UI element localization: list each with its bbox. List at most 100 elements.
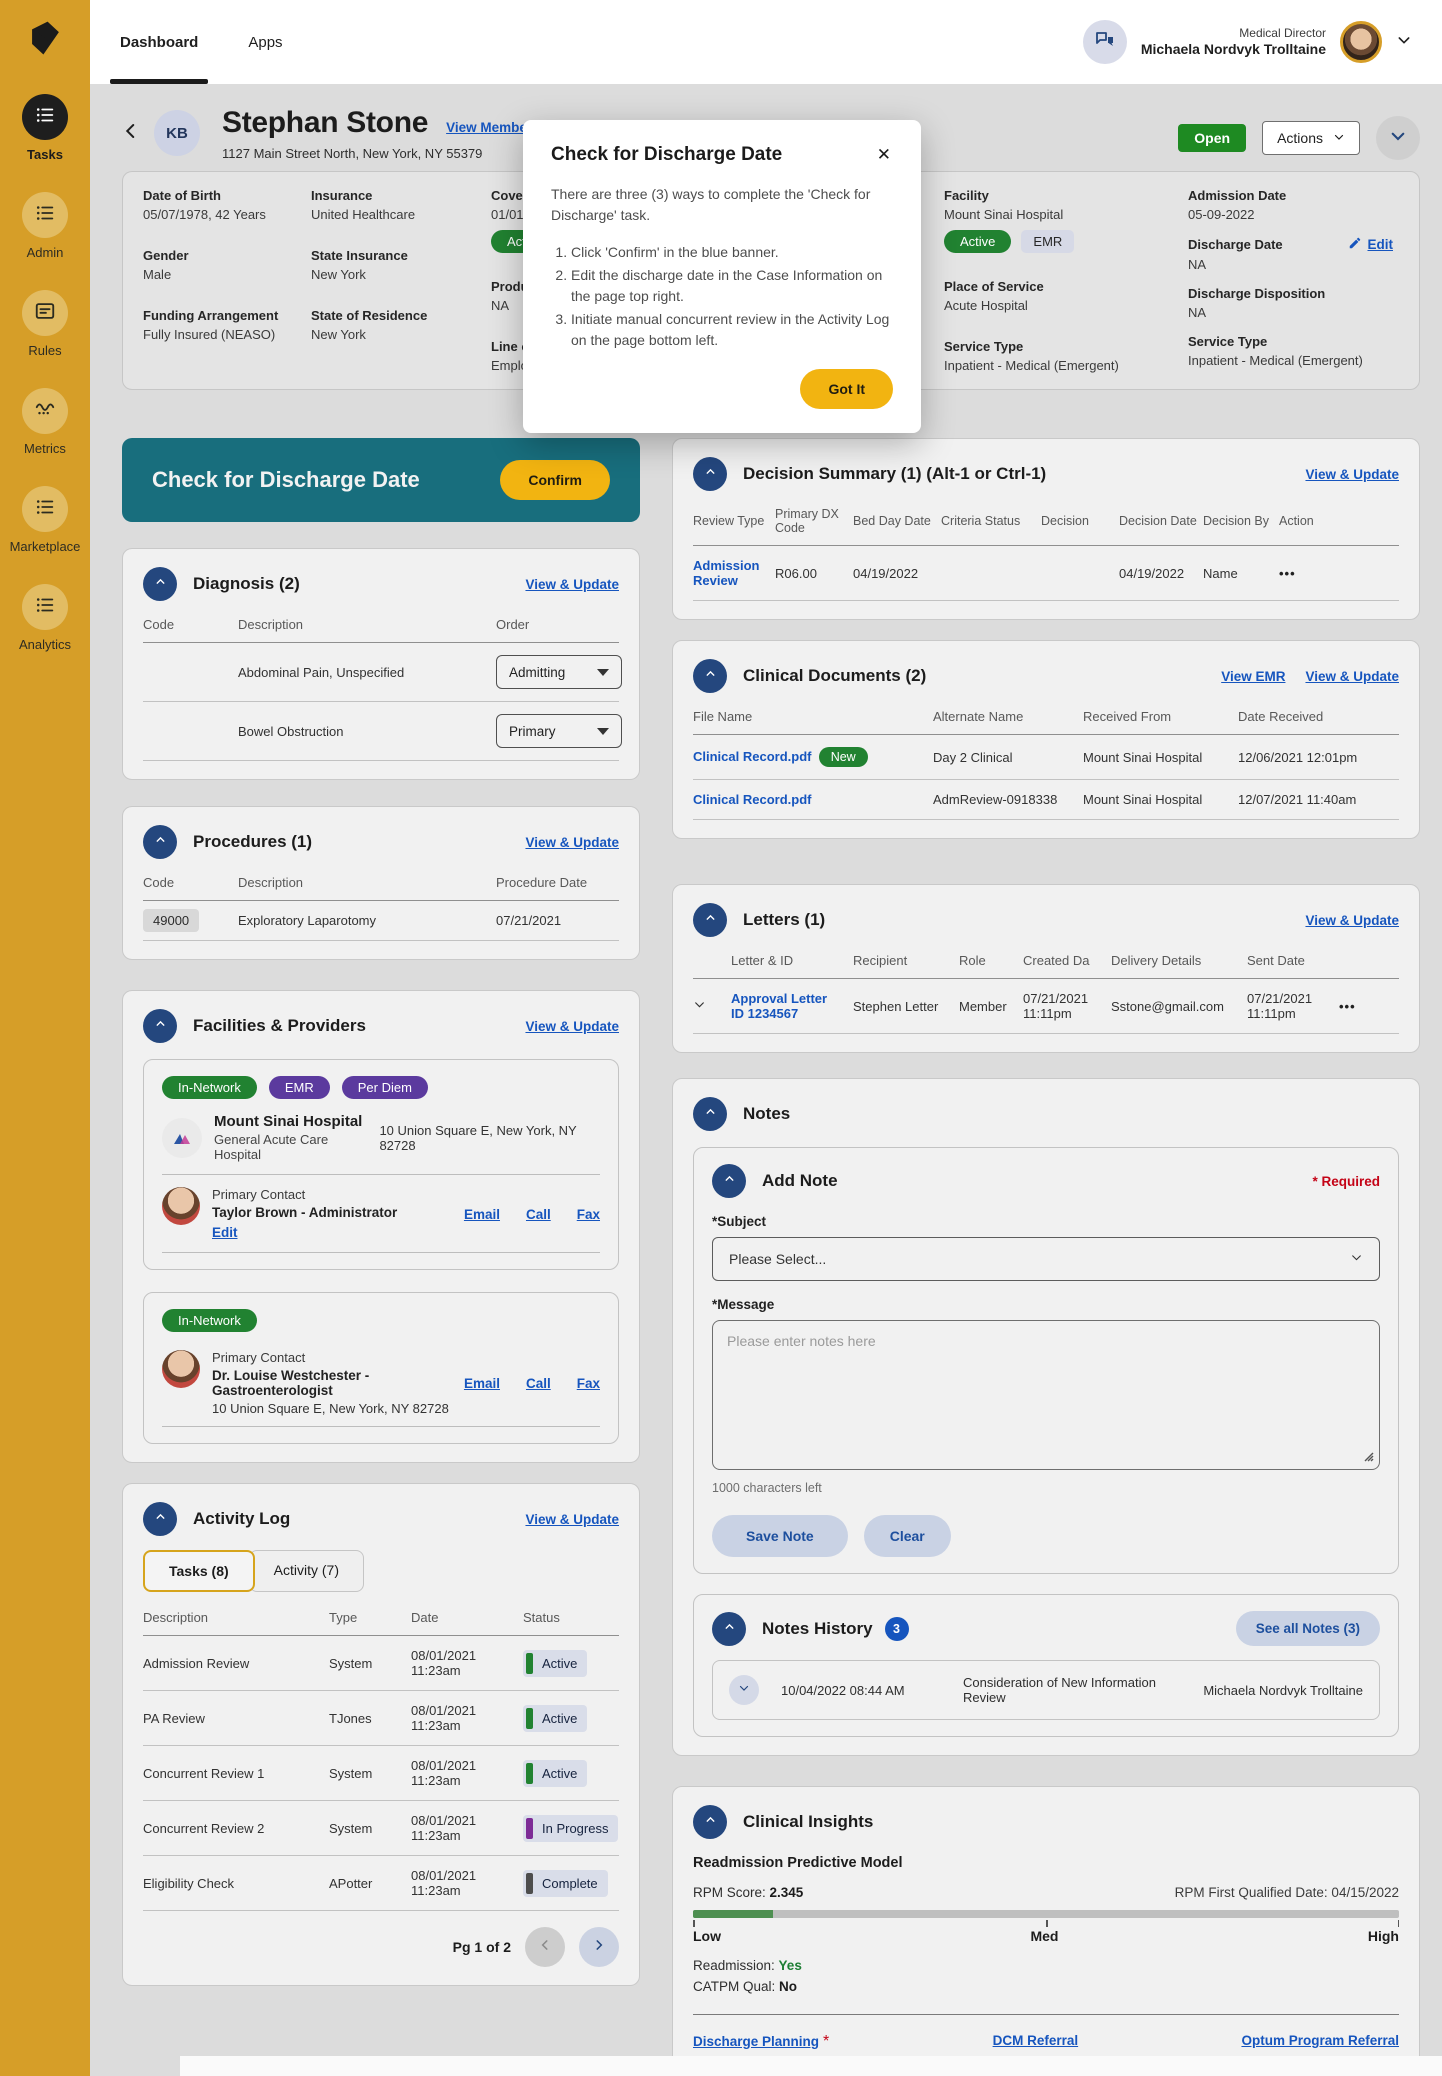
sidebar: Tasks Admin Rules Metrics Marketplace An…: [0, 0, 90, 2076]
clinical-documents-card: Clinical Documents (2) View EMR View & U…: [672, 640, 1420, 839]
subject-select[interactable]: Please Select...: [712, 1237, 1380, 1281]
table-row: PA Review TJones 08/01/2021 11:23am Activ…: [143, 1691, 619, 1746]
fax-link[interactable]: Fax: [576, 1207, 600, 1222]
document-file-link[interactable]: Clinical Record.pdf: [693, 749, 812, 764]
activity-view-update-link[interactable]: View & Update: [525, 1511, 619, 1527]
sidebar-item-rules[interactable]: Rules: [22, 290, 68, 358]
collapse-notes-history-button[interactable]: [712, 1611, 746, 1646]
table-row: 49000 Exploratory Laparotomy 07/21/2021: [143, 901, 619, 941]
collapse-insights-button[interactable]: [693, 1805, 727, 1839]
collapse-letters-button[interactable]: [693, 903, 727, 937]
sidebar-item-metrics[interactable]: Metrics: [22, 388, 68, 456]
table-row: Eligibility Check APotter 08/01/2021 11:2…: [143, 1856, 619, 1911]
row-actions-button[interactable]: •••: [1339, 998, 1356, 1014]
chevron-left-icon: [538, 1938, 552, 1957]
rules-card-icon: [34, 300, 56, 327]
chevron-up-icon: [723, 1172, 736, 1190]
facilities-view-update-link[interactable]: View & Update: [525, 1018, 619, 1034]
collapse-facilities-button[interactable]: [143, 1009, 177, 1043]
rpm-scale-labels: Low Med High: [693, 1928, 1399, 1944]
expand-note-button[interactable]: [729, 1675, 759, 1705]
user-role: Medical Director: [1239, 25, 1326, 40]
document-file-link[interactable]: Clinical Record.pdf: [693, 792, 812, 807]
collapse-activity-button[interactable]: [143, 1502, 177, 1536]
confirm-button[interactable]: Confirm: [500, 460, 610, 500]
diagnosis-order-select[interactable]: Admitting: [496, 655, 622, 689]
user-avatar[interactable]: [1340, 21, 1382, 63]
call-link[interactable]: Call: [525, 1375, 551, 1391]
tab-activity[interactable]: Activity (7): [248, 1550, 365, 1592]
chevron-down-icon: [738, 1681, 750, 1699]
email-link[interactable]: Email: [463, 1207, 500, 1222]
character-counter: 1000 characters left: [712, 1481, 822, 1495]
message-textarea[interactable]: [712, 1320, 1380, 1470]
tab-tasks[interactable]: Tasks (8): [143, 1550, 255, 1592]
call-link[interactable]: Call: [525, 1207, 551, 1222]
pagination-prev-button[interactable]: [525, 1927, 565, 1967]
fax-link[interactable]: Fax: [576, 1375, 600, 1391]
letters-view-update-link[interactable]: View & Update: [1305, 912, 1399, 928]
row-actions-button[interactable]: •••: [1279, 565, 1296, 581]
clear-button[interactable]: Clear: [863, 1515, 951, 1557]
user-menu-chevron[interactable]: [1396, 32, 1412, 53]
table-header: Letter & ID Recipient Role Created Da Delive…: [731, 953, 1305, 968]
chevron-up-icon: [154, 1017, 167, 1035]
edit-discharge-date-link[interactable]: Edit: [1348, 236, 1393, 253]
model-title: Readmission Predictive Model: [693, 1855, 903, 1871]
decision-view-update-link[interactable]: View & Update: [1305, 466, 1399, 482]
readmission-line: Readmission: Yes: [693, 1958, 802, 1973]
status-badge: In Progress: [523, 1814, 619, 1842]
email-link[interactable]: Email: [463, 1375, 500, 1391]
optum-program-referral-link[interactable]: Optum Program Referral: [1241, 2033, 1399, 2048]
save-note-button[interactable]: Save Note: [712, 1515, 848, 1557]
diagnosis-description: Bowel Obstruction: [238, 723, 344, 739]
subsection-title: Notes History: [762, 1618, 873, 1638]
tab-dashboard[interactable]: Dashboard: [109, 0, 209, 84]
back-button[interactable]: [122, 122, 140, 145]
in-network-badge: In-Network: [162, 1309, 257, 1332]
review-type-link[interactable]: Admission Review: [693, 558, 760, 588]
see-all-notes-button[interactable]: See all Notes (3): [1235, 1611, 1380, 1646]
chevron-right-icon: [592, 1938, 606, 1957]
sidebar-item-analytics[interactable]: Analytics: [19, 584, 71, 652]
letter-link[interactable]: Approval Letter ID 1234567: [731, 991, 828, 1021]
table-row: Concurrent Review 1 System 08/01/2021 11:…: [143, 1746, 619, 1801]
collapse-all-button[interactable]: [1376, 116, 1420, 160]
check-discharge-banner: Check for Discharge Date Confirm: [122, 438, 640, 522]
procedure-code-chip: 49000: [143, 909, 200, 932]
sidebar-item-marketplace[interactable]: Marketplace: [10, 486, 80, 554]
notebook-logo-icon: [32, 21, 59, 55]
collapse-documents-button[interactable]: [693, 659, 727, 693]
expand-letter-chevron[interactable]: [693, 986, 727, 1026]
chat-bubbles-icon: [1093, 28, 1117, 57]
dcm-referral-link[interactable]: DCM Referral: [992, 2033, 1079, 2048]
collapse-notes-button[interactable]: [693, 1097, 727, 1131]
tab-apps[interactable]: Apps: [248, 33, 283, 51]
view-emr-link[interactable]: View EMR: [1221, 668, 1286, 684]
chevron-up-icon: [704, 911, 717, 929]
facility-card: In-Network EMR Per Diem Mount Sinai Hosp…: [143, 1059, 619, 1270]
chat-button[interactable]: [1082, 20, 1127, 64]
modal-title: Check for Discharge Date: [551, 144, 783, 165]
collapse-diagnosis-button[interactable]: [143, 567, 177, 601]
discharge-planning-link[interactable]: Discharge Planning *: [693, 2033, 830, 2050]
modal-body-text: There are three (3) ways to complete the…: [551, 186, 871, 223]
collapse-add-note-button[interactable]: [712, 1164, 746, 1198]
documents-view-update-link[interactable]: View & Update: [1305, 668, 1399, 684]
contact-edit-link[interactable]: Edit: [212, 1225, 238, 1240]
collapse-decision-button[interactable]: [693, 457, 727, 491]
pagination-next-button[interactable]: [579, 1927, 619, 1967]
actions-dropdown[interactable]: Actions: [1262, 121, 1360, 155]
collapse-procedures-button[interactable]: [143, 825, 177, 859]
sidebar-item-admin[interactable]: Admin: [22, 192, 68, 260]
chevron-down-icon: [1389, 127, 1407, 150]
admin-list-icon: [34, 202, 56, 229]
diagnosis-order-select[interactable]: Primary: [496, 714, 622, 748]
procedures-view-update-link[interactable]: View & Update: [525, 834, 619, 850]
table-header: Code Description Procedure Date: [143, 875, 588, 890]
close-icon[interactable]: ✕: [876, 145, 891, 164]
sidebar-item-tasks[interactable]: Tasks: [22, 94, 68, 162]
got-it-button[interactable]: Got It: [800, 369, 893, 409]
diagnosis-view-update-link[interactable]: View & Update: [525, 576, 619, 592]
